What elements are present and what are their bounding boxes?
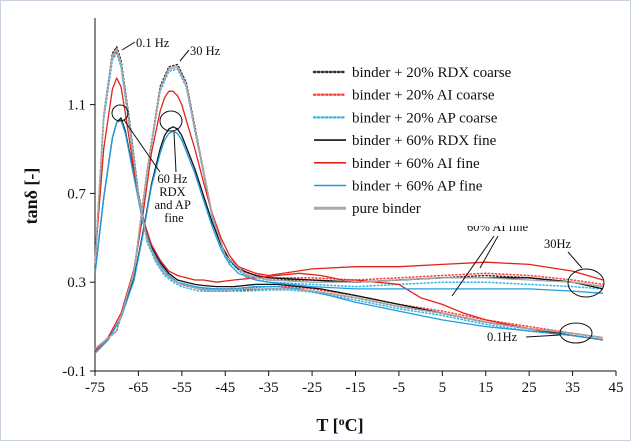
annotations: 0.1 Hz 30 Hz 60 Hz RDX and AP fine 60% A…: [111, 36, 605, 344]
arrow-60hz-left: [123, 119, 161, 173]
x-tick-label: -35: [259, 380, 279, 396]
legend-label-pure-binder: pure binder: [352, 201, 421, 217]
x-axis-title: T [oC]: [316, 414, 363, 435]
circle-60hz-peak-right: [159, 110, 183, 132]
arrow-30-hz: [179, 49, 190, 62]
y-tick-label: 0.7: [67, 186, 86, 202]
legend-box: [309, 58, 565, 226]
x-tick-label: 45: [609, 380, 624, 396]
x-tick-label: -45: [215, 380, 235, 396]
annotation-0-1-hz: 0.1 Hz: [136, 36, 170, 50]
legend-label-binder-20-ap-coarse: binder + 20% AP coarse: [352, 110, 498, 126]
legend-label-binder-20-rdx-coarse: binder + 20% RDX coarse: [352, 65, 512, 81]
legend-label-binder-60-rdx-fine: binder + 60% RDX fine: [352, 133, 497, 149]
circle-60hz-peak-left: [111, 104, 129, 122]
x-tick-label: 25: [522, 380, 537, 396]
series-line-binder-60-ap-fine-0-1-hz: [94, 119, 604, 341]
legend-label-binder-60-ai-fine: binder + 60% AI fine: [352, 156, 480, 172]
arrow-0-1-hz: [121, 41, 136, 51]
x-tick-label: -25: [302, 380, 322, 396]
x-tick-label: -75: [85, 380, 105, 396]
series-pure-binder: [94, 48, 604, 350]
series-binder-60-ap-fine: [94, 119, 604, 354]
annotation-30-hz: 30 Hz: [190, 44, 221, 58]
y-ticks: -0.1 0.3 0.7 1.1: [62, 98, 95, 380]
x-tick-label: -65: [128, 380, 148, 396]
annotation-0-1hz-right: 0.1Hz: [487, 330, 518, 344]
x-tick-label: 5: [439, 380, 447, 396]
arrow-ai-fine-2: [451, 235, 495, 297]
x-tick-label: -5: [393, 380, 406, 396]
legend: binder + 20% RDX coarse binder + 20% AI c…: [309, 58, 565, 226]
y-axis-title: tanδ [-]: [21, 168, 41, 225]
series-line-binder-60-ap-fine-30-hz: [94, 130, 604, 354]
x-tick-label: 15: [478, 380, 493, 396]
series-line-pure-binder-30-hz: [94, 66, 604, 350]
series-line-binder-60-ai-fine-30-hz: [94, 90, 604, 352]
x-tick-label: -15: [346, 380, 366, 396]
arrow-60hz-right: [173, 131, 177, 173]
annotation-30hz-right: 30Hz: [544, 237, 572, 251]
x-tick-label: 35: [565, 380, 580, 396]
arrow-ai-fine-1: [479, 235, 499, 269]
series-line-binder-60-ai-fine-0-1-hz: [94, 77, 604, 341]
series-line-pure-binder-0-1-hz: [94, 48, 604, 339]
annotation-60hz: 60 Hz RDX and AP fine: [154, 172, 193, 225]
circle-30hz-right: [567, 268, 605, 298]
y-tick-label: -0.1: [62, 364, 86, 380]
series-binder-60-ai-fine: [94, 77, 604, 352]
series-group: [94, 46, 604, 354]
legend-label-binder-60-ap-fine: binder + 60% AP fine: [352, 179, 483, 195]
x-tick-label: -55: [172, 380, 192, 396]
x-ticks: -75 -65 -55 -45 -35 -25 -15 -5 5 15 25 35 45: [85, 371, 624, 396]
arrow-30hz-right: [567, 251, 583, 269]
circle-0-1hz-right: [559, 322, 593, 344]
arrow-0-1hz-right: [525, 334, 561, 338]
legend-label-binder-20-ai-coarse: binder + 20% AI coarse: [352, 88, 495, 104]
y-tick-label: 0.3: [67, 275, 86, 291]
y-tick-label: 1.1: [67, 98, 86, 114]
series-line-binder-60-rdx-fine-0-1-hz: [94, 117, 604, 341]
